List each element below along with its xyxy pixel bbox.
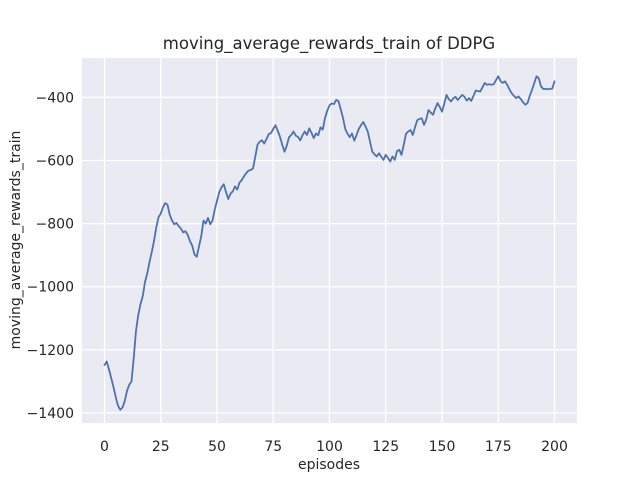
x-tick-label: 200 xyxy=(541,439,568,455)
y-axis-label: moving_average_rewards_train xyxy=(8,131,24,350)
y-tick-label: −1400 xyxy=(27,406,74,422)
chart-title: moving_average_rewards_train of DDPG xyxy=(163,34,495,54)
x-axis-label: episodes xyxy=(298,457,360,473)
x-tick-label: 125 xyxy=(372,439,399,455)
y-tick-label: −400 xyxy=(36,90,74,106)
y-tick-label: −800 xyxy=(36,217,74,233)
x-tick-label: 150 xyxy=(429,439,456,455)
x-tick-label: 25 xyxy=(152,439,170,455)
series-line xyxy=(103,75,556,411)
x-tick-label: 100 xyxy=(316,439,343,455)
y-axis-tick-labels: −400 −600 −800 −1000 −1200 −1400 xyxy=(27,90,74,421)
x-axis-tick-labels: 0 25 50 75 100 125 150 175 200 xyxy=(100,439,568,455)
y-tick-label: −1200 xyxy=(27,343,74,359)
y-tick-label: −600 xyxy=(36,154,74,170)
gridlines xyxy=(82,58,577,423)
x-tick-label: 75 xyxy=(264,439,282,455)
x-tick-label: 175 xyxy=(485,439,512,455)
x-tick-label: 0 xyxy=(100,439,109,455)
y-tick-label: −1000 xyxy=(27,280,74,296)
x-tick-label: 50 xyxy=(208,439,226,455)
